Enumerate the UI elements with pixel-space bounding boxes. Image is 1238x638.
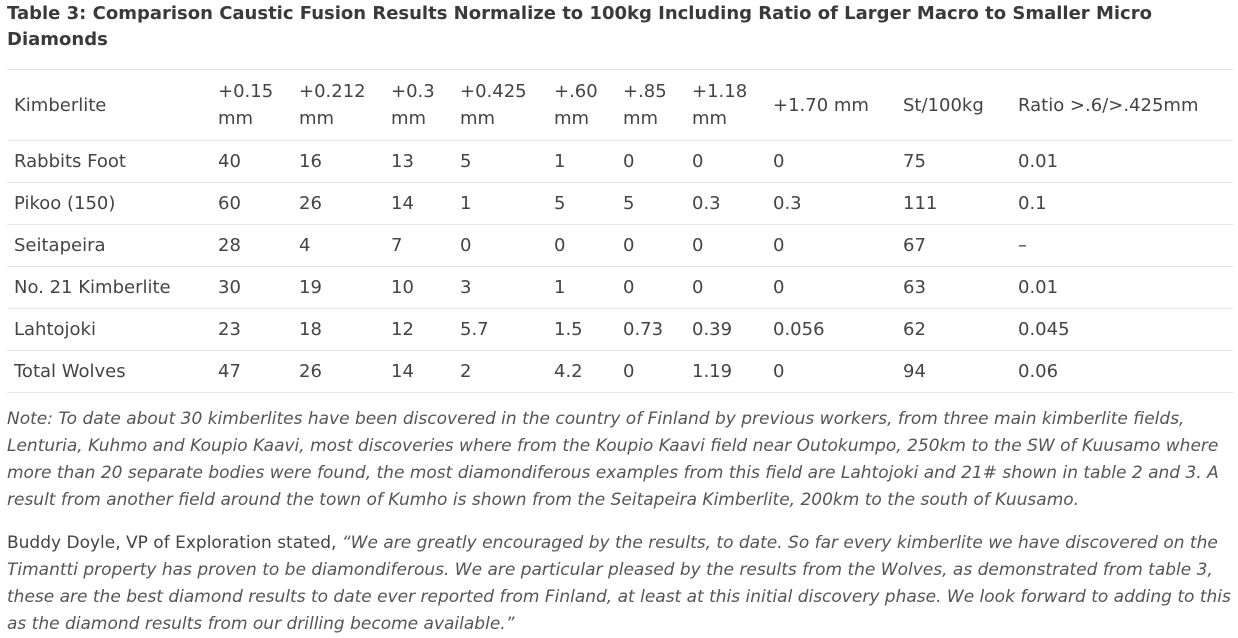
value-cell: 0 xyxy=(616,224,685,267)
table-row: Rabbits Foot 40 16 13 5 1 0 0 0 75 0.01 xyxy=(7,140,1233,183)
kimberlite-name-cell: Seitapeira xyxy=(7,224,211,267)
value-cell: 19 xyxy=(292,266,384,309)
header-0-212mm: +0.212 mm xyxy=(292,69,384,141)
header-0-85mm: +.85 mm xyxy=(616,69,685,141)
header-ratio: Ratio >.6/>.425mm xyxy=(1011,69,1233,141)
value-cell: 0.3 xyxy=(766,182,896,225)
value-cell: 0.01 xyxy=(1011,140,1233,183)
table-row: Seitapeira 28 4 7 0 0 0 0 0 67– xyxy=(7,224,1233,267)
value-cell: 0 xyxy=(685,224,766,267)
value-cell: 1.19 xyxy=(685,350,766,393)
value-cell: 1 xyxy=(547,140,616,183)
header-1-18mm: +1.18 mm xyxy=(685,69,766,141)
value-cell: 28 xyxy=(211,224,292,267)
header-kimberlite: Kimberlite xyxy=(7,69,211,141)
value-cell: 0.06 xyxy=(1011,350,1233,393)
value-cell: 14 xyxy=(384,350,453,393)
header-stones-per-100kg: St/100kg xyxy=(896,69,1011,141)
header-0-15mm: +0.15 mm xyxy=(211,69,292,141)
value-cell: 18 xyxy=(292,308,384,351)
header-0-425mm: +0.425 mm xyxy=(453,69,547,141)
value-cell: 0 xyxy=(766,266,896,309)
value-cell: 0 xyxy=(616,266,685,309)
value-cell: 5.7 xyxy=(453,308,547,351)
value-cell: 0.39 xyxy=(685,308,766,351)
value-cell: – xyxy=(1011,224,1233,267)
value-cell: 23 xyxy=(211,308,292,351)
value-cell: 0 xyxy=(766,224,896,267)
value-cell: 1 xyxy=(453,182,547,225)
value-cell: 0 xyxy=(685,266,766,309)
value-cell: 12 xyxy=(384,308,453,351)
value-cell: 0 xyxy=(616,350,685,393)
value-cell: 13 xyxy=(384,140,453,183)
value-cell: 5 xyxy=(547,182,616,225)
note-paragraph: Note: To date about 30 kimberlites have … xyxy=(7,409,1219,510)
results-table: Kimberlite +0.15 mm +0.212 mm +0.3 mm +0… xyxy=(7,69,1233,393)
value-cell: 63 xyxy=(896,266,1011,309)
header-0-60mm: +.60 mm xyxy=(547,69,616,141)
value-cell: 0.045 xyxy=(1011,308,1233,351)
kimberlite-name-cell: Lahtojoki xyxy=(7,308,211,351)
kimberlite-name-cell: No. 21 Kimberlite xyxy=(7,266,211,309)
table-row: Total Wolves 47 26 14 2 4.2 0 1.19 0 94 0.06 xyxy=(7,350,1233,393)
value-cell: 0 xyxy=(766,350,896,393)
value-cell: 0.056 xyxy=(766,308,896,351)
table-body: Rabbits Foot 40 16 13 5 1 0 0 0 75 0.01 Pikoo (150)… xyxy=(7,140,1233,393)
table-title: Table 3: Comparison Caustic Fusion Resul… xyxy=(7,3,1152,50)
value-cell: 75 xyxy=(896,140,1011,183)
value-cell: 0 xyxy=(766,140,896,183)
value-cell: 0.1 xyxy=(1011,182,1233,225)
value-cell: 60 xyxy=(211,182,292,225)
value-cell: 3 xyxy=(453,266,547,309)
value-cell: 40 xyxy=(211,140,292,183)
value-cell: 47 xyxy=(211,350,292,393)
value-cell: 0 xyxy=(547,224,616,267)
value-cell: 5 xyxy=(453,140,547,183)
value-cell: 16 xyxy=(292,140,384,183)
statement-speaker: Buddy Doyle, VP of Exploration stated, xyxy=(7,533,342,553)
value-cell: 0 xyxy=(685,140,766,183)
value-cell: 111 xyxy=(896,182,1011,225)
value-cell: 0 xyxy=(453,224,547,267)
statement-paragraph: Buddy Doyle, VP of Exploration stated, “… xyxy=(7,530,1233,638)
table-row: Pikoo (150) 60 26 14 1 5 5 0.3 0.3 111 0.1 xyxy=(7,182,1233,225)
value-cell: 4.2 xyxy=(547,350,616,393)
value-cell: 1 xyxy=(547,266,616,309)
value-cell: 0.01 xyxy=(1011,266,1233,309)
kimberlite-name-cell: Pikoo (150) xyxy=(7,182,211,225)
value-cell: 4 xyxy=(292,224,384,267)
value-cell: 26 xyxy=(292,182,384,225)
value-cell: 7 xyxy=(384,224,453,267)
value-cell: 62 xyxy=(896,308,1011,351)
value-cell: 30 xyxy=(211,266,292,309)
value-cell: 5 xyxy=(616,182,685,225)
table-header-row: Kimberlite +0.15 mm +0.212 mm +0.3 mm +0… xyxy=(7,69,1233,141)
value-cell: 67 xyxy=(896,224,1011,267)
header-1-70mm: +1.70 mm xyxy=(766,69,896,141)
table-row: Lahtojoki 23 18 12 5.7 1.5 0.73 0.39 0.056 62 0.04… xyxy=(7,308,1233,351)
statement-quote: “We are greatly encouraged by the result… xyxy=(7,533,1231,634)
value-cell: 26 xyxy=(292,350,384,393)
kimberlite-name-cell: Total Wolves xyxy=(7,350,211,393)
value-cell: 94 xyxy=(896,350,1011,393)
value-cell: 1.5 xyxy=(547,308,616,351)
value-cell: 2 xyxy=(453,350,547,393)
value-cell: 0 xyxy=(616,140,685,183)
kimberlite-name-cell: Rabbits Foot xyxy=(7,140,211,183)
value-cell: 14 xyxy=(384,182,453,225)
value-cell: 0.73 xyxy=(616,308,685,351)
value-cell: 10 xyxy=(384,266,453,309)
table-row: No. 21 Kimberlite 30 19 10 3 1 0 0 0 63 0.01 xyxy=(7,266,1233,309)
value-cell: 0.3 xyxy=(685,182,766,225)
header-0-3mm: +0.3 mm xyxy=(384,69,453,141)
